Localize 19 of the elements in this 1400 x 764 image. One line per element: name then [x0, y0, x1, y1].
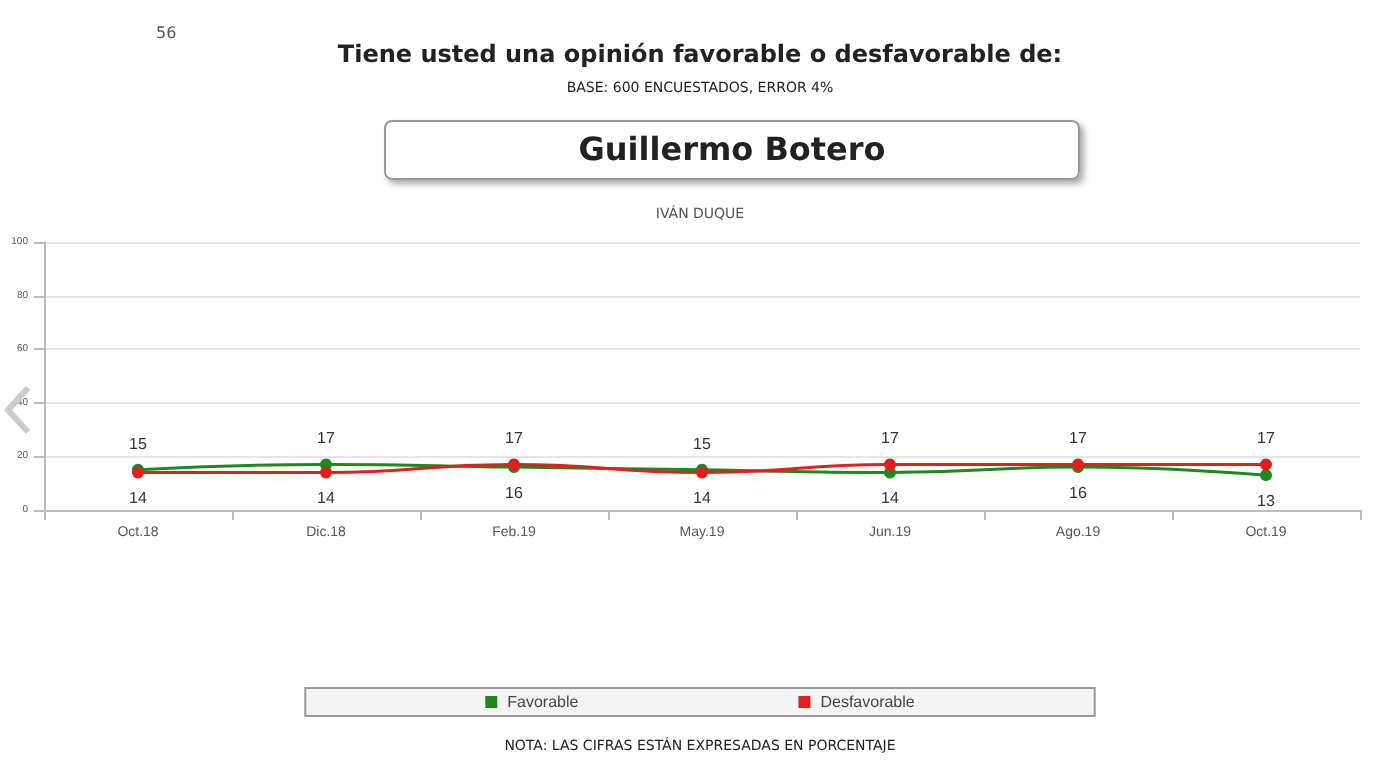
- text: Guillermo Botero: [384, 120, 1080, 180]
- data-label: 15: [693, 434, 712, 453]
- data-label: 14: [129, 489, 148, 508]
- text: 56: [156, 24, 177, 42]
- data-label: 17: [881, 429, 900, 448]
- data-label: 17: [1069, 429, 1088, 448]
- data-label: 16: [505, 484, 524, 503]
- chart-title: Tiene usted una opinión favorable o desfavorable de:: [335, 40, 1065, 68]
- data-label: 17: [317, 429, 336, 448]
- data-label: 14: [317, 489, 336, 508]
- data-label: 15: [129, 434, 148, 453]
- legend-label: Desfavorable: [820, 693, 916, 711]
- data-label: 16: [1069, 484, 1088, 503]
- data-label: 14: [693, 489, 712, 508]
- data-label: 14: [881, 489, 900, 508]
- data-label: 17: [505, 429, 524, 448]
- legend-label: Favorable: [507, 693, 580, 711]
- data-label: 17: [1257, 429, 1276, 448]
- data-label: 13: [1257, 492, 1276, 511]
